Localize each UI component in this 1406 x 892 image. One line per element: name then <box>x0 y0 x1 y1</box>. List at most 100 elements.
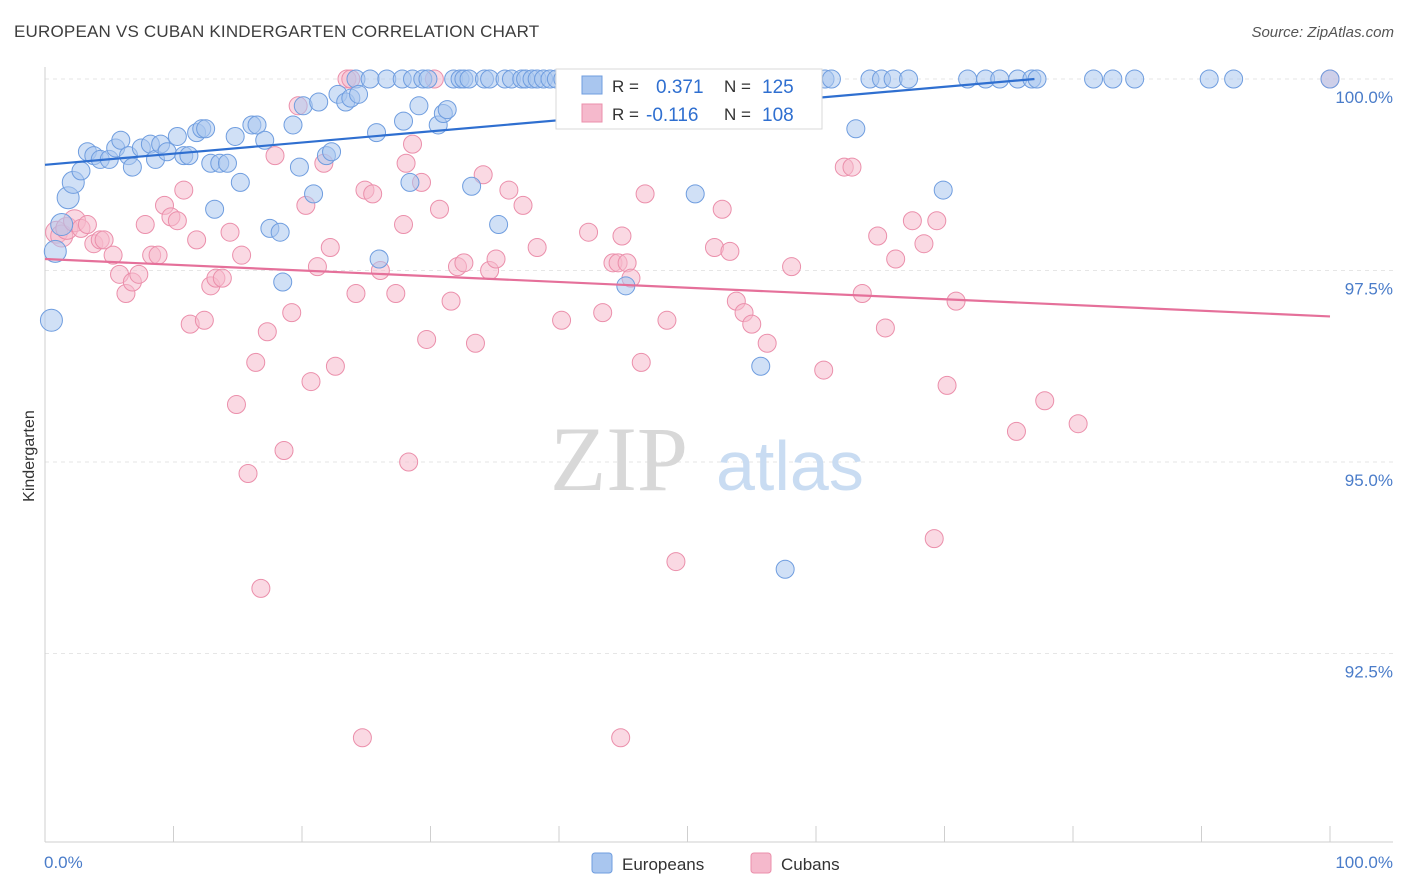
europeans-point-118 <box>990 69 1010 89</box>
europeans-point-5 <box>71 161 91 181</box>
cubans-point-68 <box>527 238 547 258</box>
cubans-point-61 <box>454 253 474 273</box>
watermark-atlas: atlas <box>716 427 864 505</box>
cubans-point-84 <box>720 241 740 261</box>
europeans-point-109 <box>821 69 841 89</box>
europeans-point-62 <box>437 100 457 120</box>
cubans-point-33 <box>257 322 277 342</box>
cubans-point-8 <box>94 230 114 250</box>
series-legend: Europeans Cubans <box>591 852 840 874</box>
cubans-point-81 <box>666 552 686 572</box>
europeans-point-29 <box>225 126 245 146</box>
europeans-point-49 <box>360 69 380 89</box>
europeans-point-30 <box>230 172 250 192</box>
stats-n-label-cubans: N = <box>724 105 751 124</box>
stats-n-value-europeans: 125 <box>762 77 794 98</box>
cubans-point-92 <box>842 157 862 177</box>
cubans-point-94 <box>868 226 888 246</box>
cubans-point-5 <box>77 215 97 235</box>
cubans-point-65 <box>486 249 506 269</box>
cubans-point-80 <box>657 310 677 330</box>
cubans-point-100 <box>927 211 947 231</box>
cubans-point-27 <box>220 222 240 242</box>
stats-n-value-cubans: 108 <box>762 105 794 126</box>
legend-label-europeans: Europeans <box>622 855 704 874</box>
europeans-point-48 <box>349 84 369 104</box>
europeans-point-110 <box>846 119 866 139</box>
europeans-point-19 <box>167 126 187 146</box>
europeans-point-67 <box>462 176 482 196</box>
cubans-point-26 <box>212 268 232 288</box>
x-tick-label-left: 0.0% <box>44 853 83 872</box>
cubans-point-95 <box>875 318 895 338</box>
europeans-point-38 <box>289 157 309 177</box>
y-axis-label: Kindergarten <box>21 410 38 502</box>
cubans-point-105 <box>1068 414 1088 434</box>
cubans-point-45 <box>346 283 366 303</box>
stats-legend: R = 0.371 N = 125 R = -0.116 N = 108 <box>555 68 823 130</box>
europeans-point-13 <box>122 157 142 177</box>
axes <box>44 67 1393 843</box>
europeans-point-105 <box>775 559 795 579</box>
europeans-point-114 <box>899 69 919 89</box>
europeans-point-115 <box>933 180 953 200</box>
cubans-point-22 <box>187 230 207 250</box>
legend-swatch-europeans <box>591 852 613 874</box>
cubans-point-71 <box>593 303 613 323</box>
cubans-point-99 <box>924 529 944 549</box>
cubans-point-75 <box>612 226 632 246</box>
y-tick-labels: 100.0% 97.5% 95.0% 92.5% <box>1335 88 1393 682</box>
stats-swatch-europeans <box>581 75 603 95</box>
legend-label-cubans: Cubans <box>781 855 840 874</box>
europeans-point-32 <box>247 115 267 135</box>
cubans-point-48 <box>363 184 383 204</box>
cubans-point-16 <box>148 245 168 265</box>
cubans-point-14 <box>135 215 155 235</box>
cubans-point-104 <box>1035 391 1055 411</box>
y-tick-label-0: 100.0% <box>1335 88 1393 107</box>
cubans-point-74 <box>611 728 631 748</box>
cubans-point-69 <box>552 310 572 330</box>
chart-source: Source: ZipAtlas.com <box>1251 24 1394 41</box>
watermark-zip: ZIP <box>550 408 688 510</box>
cubans-point-29 <box>232 245 252 265</box>
europeans-point-41 <box>309 92 329 112</box>
cubans-points <box>45 69 1340 748</box>
cubans-point-59 <box>441 291 461 311</box>
europeans-point-43 <box>322 142 342 162</box>
cubans-point-20 <box>174 180 194 200</box>
cubans-point-30 <box>238 463 258 483</box>
europeans-point-11 <box>111 130 131 150</box>
cubans-point-67 <box>513 195 533 215</box>
europeans-point-122 <box>1084 69 1104 89</box>
europeans-point-1 <box>43 239 67 263</box>
cubans-point-56 <box>417 329 437 349</box>
cubans-point-78 <box>631 352 651 372</box>
europeans-point-129 <box>751 356 771 376</box>
europeans-point-2 <box>50 213 74 237</box>
europeans-point-21 <box>179 146 199 166</box>
europeans-trend-line <box>44 77 1035 166</box>
europeans-point-26 <box>205 199 225 219</box>
cubans-point-54 <box>403 134 423 154</box>
europeans-point-28 <box>217 153 237 173</box>
cubans-point-90 <box>814 360 834 380</box>
cubans-point-88 <box>757 333 777 353</box>
cubans-point-58 <box>429 199 449 219</box>
europeans-point-125 <box>1199 69 1219 89</box>
europeans-point-54 <box>394 111 414 131</box>
cubans-point-62 <box>465 333 485 353</box>
europeans-point-124 <box>1125 69 1145 89</box>
europeans-points <box>39 69 1340 579</box>
cubans-point-19 <box>167 211 187 231</box>
stats-r-value-cubans: -0.116 <box>646 105 698 126</box>
legend-swatch-cubans <box>750 852 772 874</box>
cubans-point-42 <box>320 238 340 258</box>
cubans-point-53 <box>399 452 419 472</box>
cubans-point-9 <box>103 245 123 265</box>
cubans-point-50 <box>386 283 406 303</box>
cubans-point-46 <box>352 728 372 748</box>
cubans-point-83 <box>712 199 732 219</box>
x-tick-label-right: 100.0% <box>1335 853 1393 872</box>
